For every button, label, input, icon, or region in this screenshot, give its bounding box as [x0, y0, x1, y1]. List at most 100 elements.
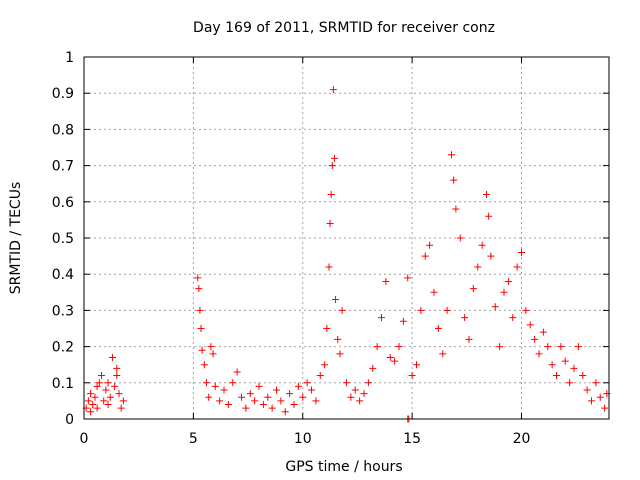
data-point [351, 386, 359, 394]
data-point [330, 154, 338, 162]
data-point [456, 234, 464, 242]
data-point [448, 151, 455, 159]
data-point [108, 353, 116, 361]
data-point [251, 397, 259, 405]
data-point [308, 386, 315, 394]
data-point [570, 364, 578, 372]
data-point [238, 393, 245, 401]
data-point [531, 335, 539, 343]
y-tick-label: 0.8 [52, 122, 74, 138]
data-point [347, 393, 355, 401]
data-point [461, 314, 469, 322]
data-point [421, 252, 429, 260]
data-point [434, 325, 442, 332]
data-point [465, 335, 473, 343]
data-point [588, 397, 595, 405]
data-point [117, 404, 125, 412]
data-point [113, 372, 121, 380]
data-point [391, 357, 399, 365]
data-point [89, 401, 97, 409]
data-point [211, 382, 219, 390]
data-point [220, 386, 228, 394]
data-point [452, 205, 460, 213]
y-tick-label: 0.6 [52, 195, 74, 211]
data-point [104, 401, 112, 409]
data-point [343, 379, 350, 387]
data-point [205, 393, 213, 401]
data-point [321, 361, 329, 369]
grid [84, 57, 609, 419]
data-point [360, 390, 368, 398]
data-point [395, 343, 403, 351]
data-point [544, 343, 552, 351]
data-point [255, 382, 263, 390]
data-point [478, 241, 486, 249]
data-point [294, 382, 302, 390]
data-point [364, 379, 372, 387]
y-tick-label: 0.7 [52, 159, 74, 175]
data-point [513, 263, 521, 271]
data-point [316, 372, 324, 380]
data-point [522, 306, 530, 314]
data-point [84, 397, 92, 405]
data-point [487, 252, 495, 260]
data-point [113, 364, 121, 372]
data-point [596, 393, 604, 401]
data-point [200, 361, 208, 369]
data-point [312, 397, 320, 405]
plot-area-frame [83, 56, 610, 420]
data-point [561, 357, 569, 365]
data-point [299, 393, 307, 401]
data-point [553, 372, 560, 380]
axis-ticks: 00.10.20.30.40.50.60.70.80.910 5 10 15 20 [52, 50, 609, 447]
x-axis-label: GPS time / hours [285, 459, 402, 475]
data-point [583, 386, 591, 394]
data-point [439, 350, 447, 358]
data-point [115, 390, 123, 398]
data-point [399, 317, 407, 325]
data-point [264, 393, 272, 401]
y-tick-label: 0.1 [52, 376, 74, 392]
data-point [91, 393, 99, 401]
data-point [535, 350, 543, 358]
data-point [303, 379, 311, 387]
data-point [104, 379, 112, 387]
x-tick-label: 15 [403, 431, 421, 447]
data-point [592, 379, 600, 387]
data-point [224, 401, 232, 409]
data-point [548, 361, 556, 369]
data-point [203, 379, 210, 387]
data-point [382, 277, 390, 285]
data-point [111, 382, 119, 390]
data-point [483, 191, 490, 199]
data-point [574, 343, 582, 351]
data-point [326, 220, 334, 228]
data-point [373, 343, 381, 351]
data-point [106, 393, 114, 401]
data-point [504, 277, 512, 285]
data-point [242, 404, 250, 412]
data-point [277, 397, 285, 405]
data-point [539, 328, 547, 336]
data-point [408, 372, 416, 380]
data-point [323, 325, 331, 332]
data-point [216, 397, 224, 405]
y-tick-label: 1 [65, 50, 74, 66]
data-point [336, 350, 344, 358]
data-point [259, 401, 267, 409]
data-point [119, 397, 127, 405]
y-tick-label: 0 [65, 412, 74, 428]
data-point [404, 274, 412, 282]
data-point [417, 306, 425, 314]
data-point [334, 335, 342, 343]
data-point [526, 321, 534, 329]
data-point [281, 408, 289, 416]
data-point [369, 364, 377, 372]
data-point [509, 314, 517, 322]
data-point [95, 379, 103, 387]
y-axis-label: SRMTID / TECUs [8, 182, 24, 295]
data-point [196, 306, 204, 314]
data-point [332, 296, 340, 304]
data-point [100, 397, 108, 405]
data-point [93, 404, 101, 412]
